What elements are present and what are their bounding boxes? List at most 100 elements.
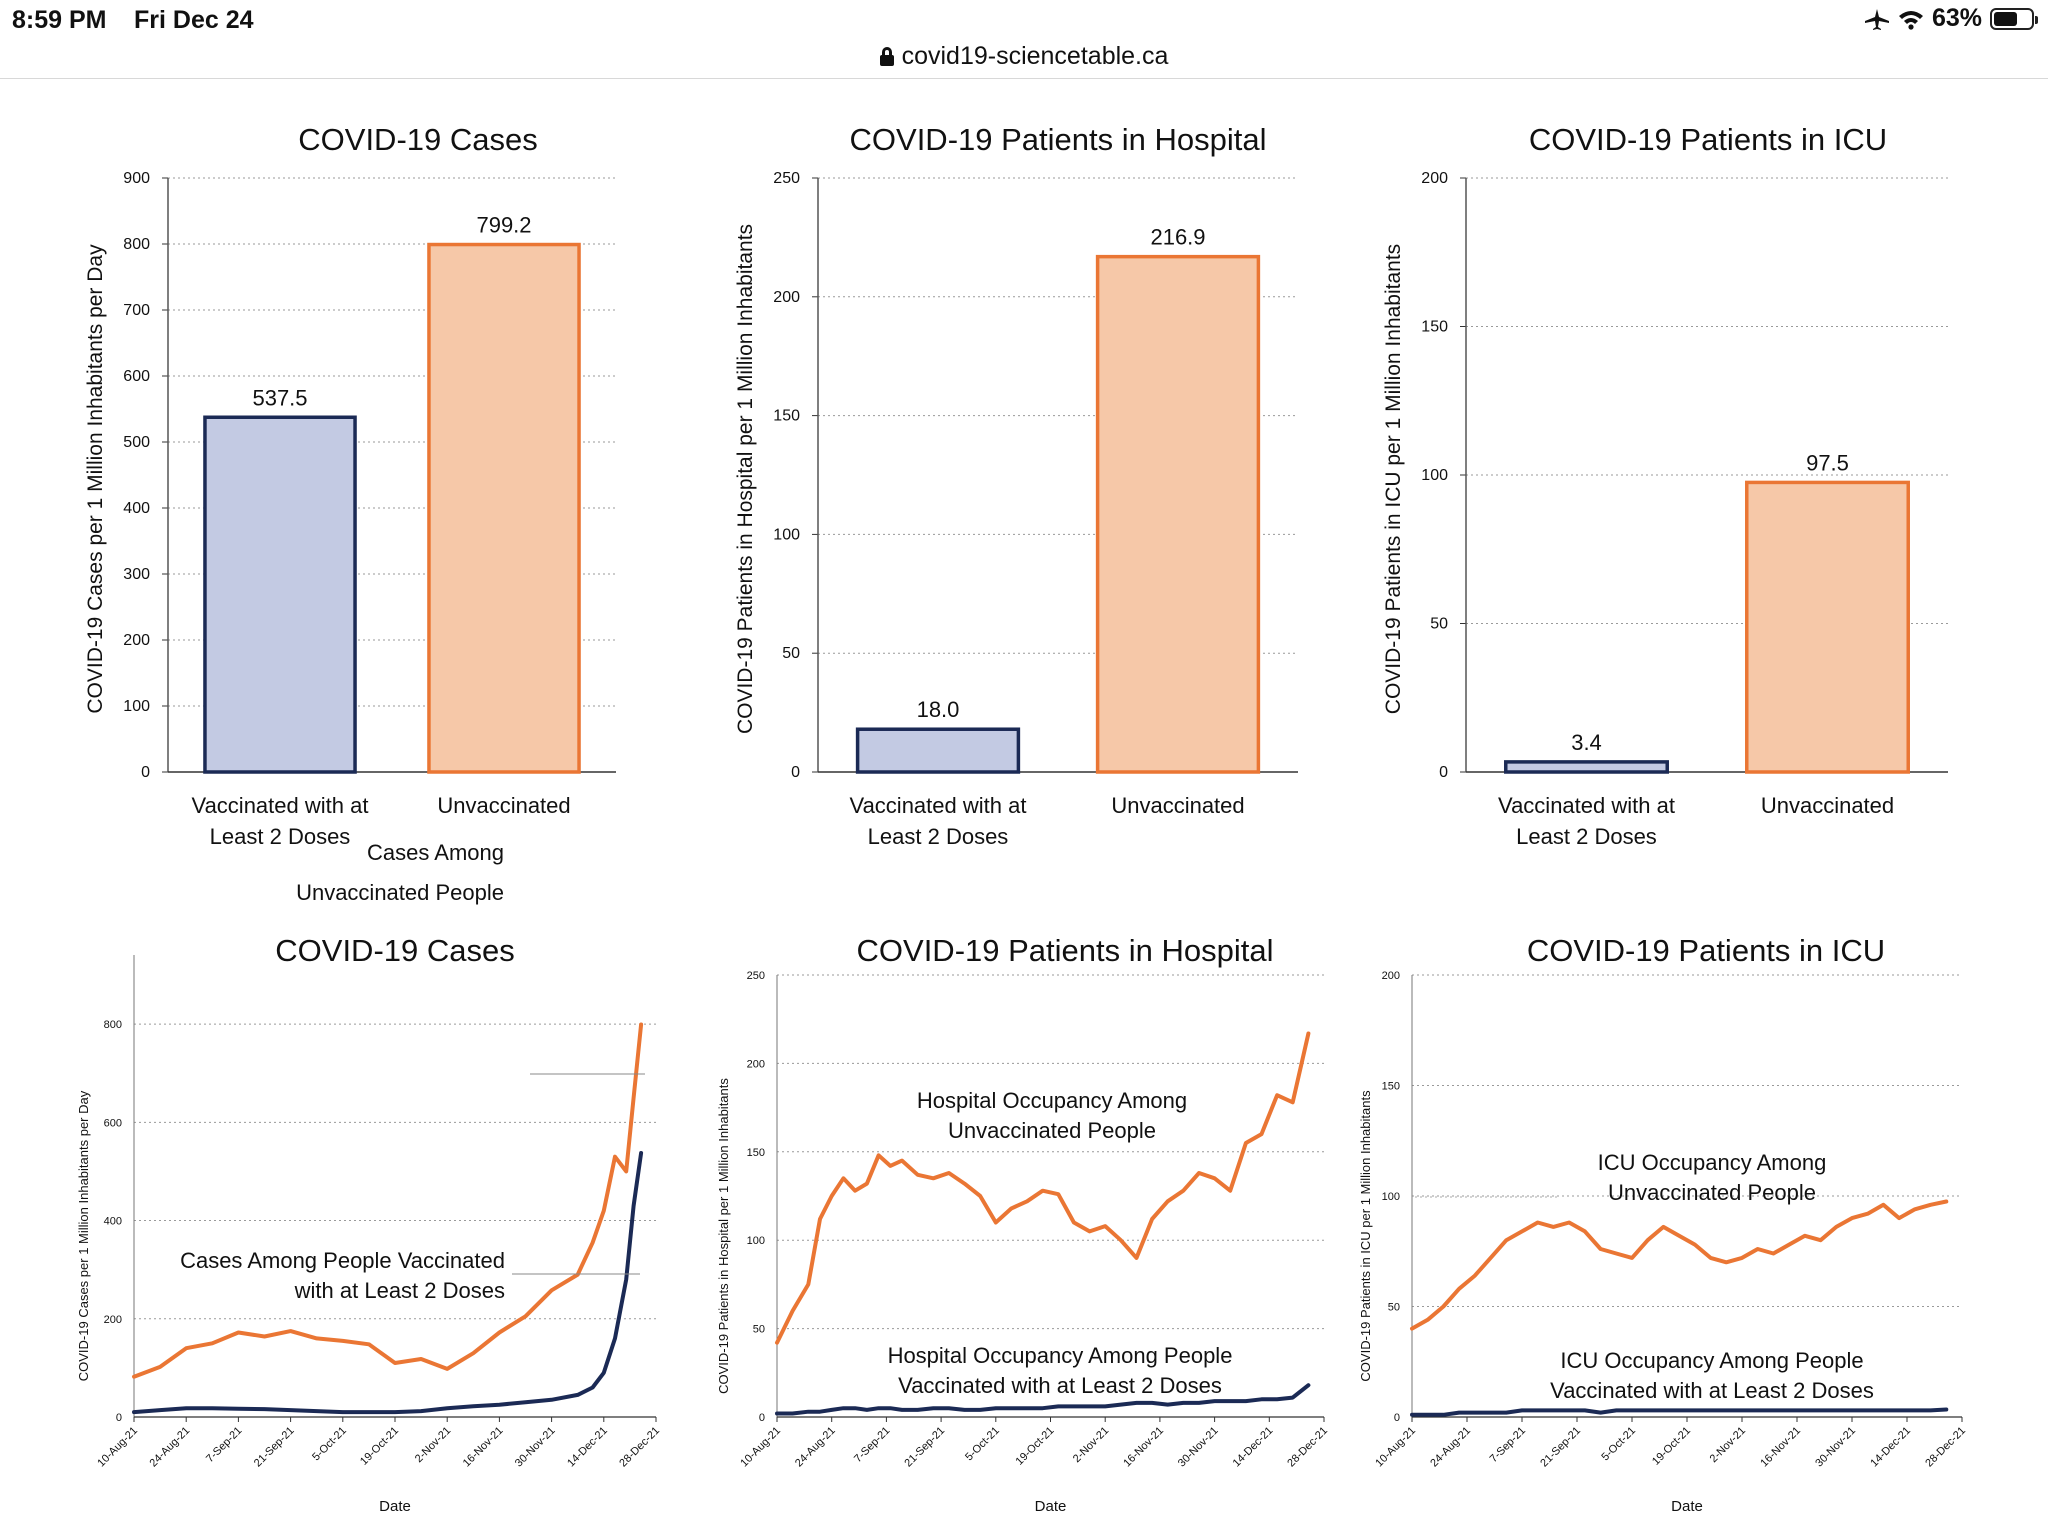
series-line-unvaccinated [1410,1199,1949,1331]
series-line-vaccinated [775,1383,1311,1416]
x-tick-label: 14-Dec-21 [1868,1425,1913,1470]
y-tick-label: 50 [753,1324,765,1336]
x-tick-label: 5-Oct-21 [963,1425,1002,1464]
y-tick-label: 800 [123,236,150,253]
bar-vaccinated [1504,760,1669,774]
y-axis-label: COVID-19 Patients in Hospital per 1 Mill… [734,224,757,734]
x-tick-label: 10-Aug-21 [1373,1425,1418,1470]
x-tick-label: 24-Aug-21 [793,1425,838,1470]
y-tick-label: 100 [1421,467,1448,484]
bar-value-label: 216.9 [1150,225,1205,250]
x-tick-label: 2-Nov-21 [413,1425,453,1465]
line-chart-1: COVID-19 Cases 0 200 400 600 800 10-Aug-21 24-A… [76,840,662,1515]
bar-unvaccinated [1095,254,1261,774]
series-annotation: with at Least 2 Doses [294,1278,505,1303]
chart-title: COVID-19 Patients in ICU [1529,122,1887,157]
series-annotation: Cases Among People Vaccinated [180,1248,505,1273]
category-label: Vaccinated with at [850,793,1027,818]
bar-value-label: 97.5 [1806,450,1849,475]
y-tick-label: 500 [123,434,150,451]
series-annotation: Hospital Occupancy Among [917,1088,1187,1113]
x-tick-label: 28-Dec-21 [617,1425,662,1470]
y-tick-label: 400 [104,1216,122,1228]
battery-level [1994,11,2017,26]
y-tick-label: 100 [773,526,800,543]
url-text[interactable]: covid19-sciencetable.ca [901,41,1169,70]
toolbar-divider [0,78,2048,79]
address-bar[interactable]: covid19-sciencetable.ca [0,36,2048,76]
x-tick-label: 19-Oct-21 [1650,1425,1693,1468]
x-tick-label: 16-Nov-21 [1121,1425,1166,1470]
x-tick-label: 19-Oct-21 [358,1425,401,1468]
bar-vaccinated [855,727,1021,774]
status-right: 63% [1864,4,2038,33]
category-label: Unvaccinated [1111,793,1244,818]
y-tick-label: 50 [1388,1302,1400,1314]
bar-vaccinated [203,415,357,774]
y-tick-label: 0 [1439,764,1448,781]
y-tick-label: 200 [1421,170,1448,187]
lock-icon [879,47,894,66]
x-tick-label: 7-Sep-21 [1488,1425,1528,1465]
bar-value-label: 3.4 [1571,730,1602,755]
x-tick-label: 28-Dec-21 [1923,1425,1968,1470]
series-annotation: ICU Occupancy Among [1598,1150,1827,1175]
y-axis-label: COVID-19 Patients in ICU per 1 Million I… [1358,1090,1373,1382]
chart-title: COVID-19 Cases [298,122,537,157]
x-tick-label: 21-Sep-21 [252,1425,297,1470]
y-tick-label: 100 [123,698,150,715]
x-tick-label: 16-Nov-21 [461,1425,506,1470]
y-tick-label: 0 [1394,1412,1400,1424]
category-label: Unvaccinated [437,793,570,818]
status-date: Fri Dec 24 [134,6,254,34]
x-tick-label: 30-Nov-21 [513,1425,558,1470]
y-axis-label: COVID-19 Patients in ICU per 1 Million I… [1382,244,1405,714]
status-bar: 8:59 PM Fri Dec 24 63% [0,0,2048,40]
category-label: Least 2 Doses [868,824,1009,849]
series-annotation: Unvaccinated People [948,1118,1156,1143]
series-annotation: Vaccinated with at Least 2 Doses [1550,1378,1874,1403]
chart-title: COVID-19 Cases [275,933,514,968]
y-tick-label: 200 [747,1058,765,1070]
series-annotation: Unvaccinated People [296,880,504,905]
y-tick-label: 800 [104,1019,122,1031]
bar-value-label: 18.0 [917,697,960,722]
x-tick-label: 24-Aug-21 [148,1425,193,1470]
x-tick-label: 7-Sep-21 [852,1425,892,1465]
status-time: 8:59 PM [12,6,107,34]
series-annotation: Unvaccinated People [1608,1180,1816,1205]
y-tick-label: 150 [773,408,800,425]
y-tick-label: 250 [773,170,800,187]
x-tick-label: 16-Nov-21 [1758,1425,1803,1470]
bar-chart-3: COVID-19 Patients in ICU 0 50 100 150 200 COVI… [1382,122,1948,849]
x-tick-label: 14-Dec-21 [565,1425,610,1470]
y-tick-label: 700 [123,302,150,319]
series-annotation: ICU Occupancy Among People [1560,1348,1863,1373]
series-annotation: Cases Among [367,840,504,865]
x-axis-label: Date [1035,1498,1067,1515]
series-line-unvaccinated [132,1022,644,1379]
y-tick-label: 400 [123,500,150,517]
series-line-vaccinated [132,1151,644,1415]
y-tick-label: 900 [123,170,150,187]
wifi-icon [1898,10,1923,30]
category-label: Least 2 Doses [210,824,351,849]
x-tick-label: 24-Aug-21 [1428,1425,1473,1470]
chart-title: COVID-19 Patients in Hospital [857,933,1274,968]
series-line-vaccinated [1410,1407,1949,1417]
x-tick-label: 21-Sep-21 [902,1425,947,1470]
y-axis-label: COVID-19 Patients in Hospital per 1 Mill… [716,1078,731,1394]
y-tick-label: 300 [123,566,150,583]
y-tick-label: 100 [1382,1191,1400,1203]
y-tick-label: 200 [1382,970,1400,982]
battery-icon [1990,7,2038,30]
y-tick-label: 600 [123,368,150,385]
y-tick-label: 50 [782,645,800,662]
bar-unvaccinated [427,242,581,774]
y-tick-label: 0 [791,764,800,781]
y-tick-label: 150 [747,1147,765,1159]
chart-title: COVID-19 Patients in Hospital [850,122,1267,157]
x-tick-label: 19-Oct-21 [1014,1425,1057,1468]
x-tick-label: 10-Aug-21 [738,1425,783,1470]
